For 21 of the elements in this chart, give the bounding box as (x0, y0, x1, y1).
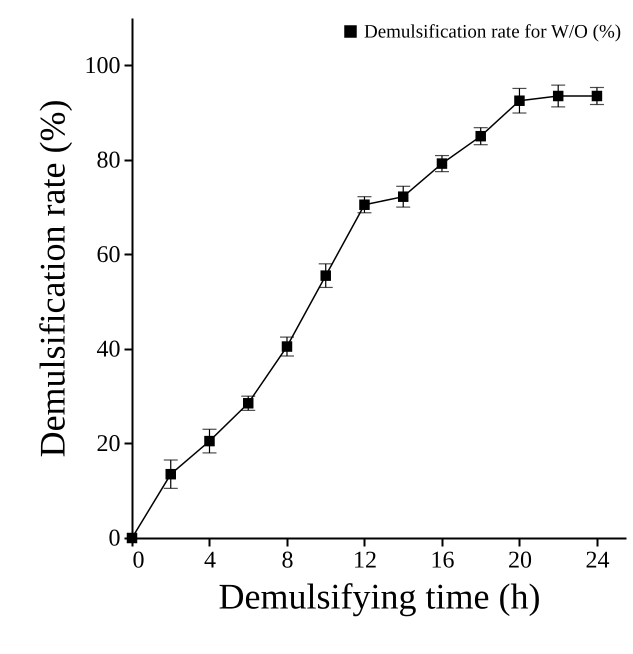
x-axis-title: Demulsifying time (h) (218, 576, 540, 616)
x-tick-label: 20 (508, 548, 532, 574)
legend-label: Demulsification rate for W/O (%) (364, 22, 622, 42)
y-tick-label: 80 (96, 147, 120, 174)
y-tick-label: 100 (84, 52, 120, 79)
point (359, 199, 370, 210)
x-tick-label: 24 (585, 548, 610, 574)
y-tick-label: 60 (96, 242, 120, 268)
y-tick-label: 40 (96, 336, 120, 362)
x-tick-label: 4 (204, 548, 216, 574)
y-tick-label: 0 (108, 526, 120, 552)
x-tick-label: 8 (281, 548, 294, 574)
point (436, 158, 448, 169)
x-tick-label: 12 (352, 548, 377, 574)
x-tick-label: 16 (430, 548, 454, 574)
x-tick-label: 0 (132, 548, 144, 574)
point (514, 95, 525, 106)
point (204, 436, 215, 446)
y-axis-title: Demulsification rate (%) (32, 100, 72, 458)
y-tick-label: 20 (96, 430, 120, 457)
point (282, 341, 292, 352)
